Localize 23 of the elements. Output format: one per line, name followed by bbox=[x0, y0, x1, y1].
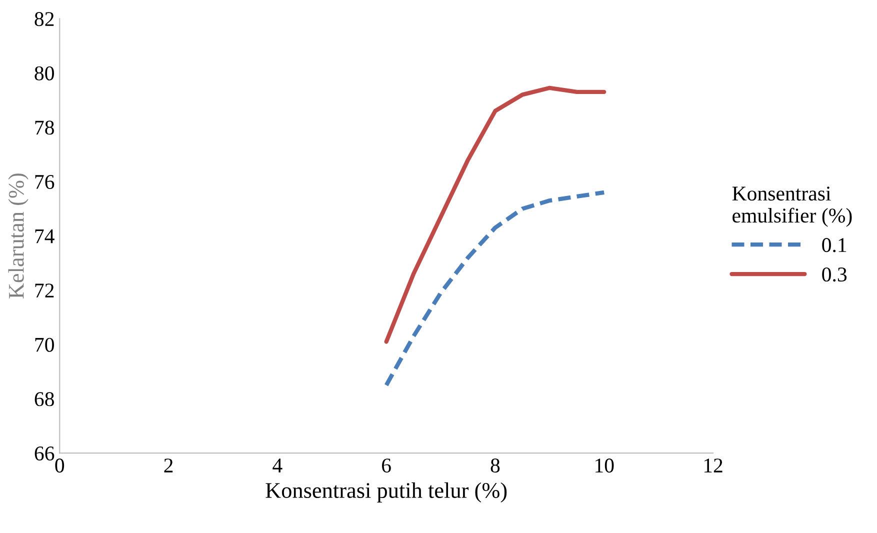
x-tick-label: 12 bbox=[704, 458, 722, 472]
line-series bbox=[384, 86, 606, 344]
y-tick-label: 74 bbox=[35, 229, 54, 244]
y-tick-label: 76 bbox=[35, 174, 54, 189]
y-axis-title: Kelarutan (%) bbox=[8, 174, 28, 298]
x-tick-label: 4 bbox=[272, 458, 282, 472]
x-tick-label: 2 bbox=[164, 458, 173, 472]
line-series bbox=[384, 190, 606, 388]
x-tick-label: 0 bbox=[55, 458, 64, 473]
y-tick-label: 70 bbox=[35, 338, 54, 352]
y-tick-label: 80 bbox=[34, 66, 54, 80]
y-tick-label: 82 bbox=[34, 12, 54, 26]
y-tick-label: 66 bbox=[34, 446, 54, 460]
y-tick-label: 78 bbox=[35, 120, 54, 135]
x-tick-label: 6 bbox=[382, 458, 391, 473]
y-tick-label: 72 bbox=[35, 284, 54, 298]
x-axis-title: Konsentrasi putih telur (%) bbox=[266, 482, 507, 503]
x-tick-label: 8 bbox=[490, 458, 500, 473]
y-tick-label: 68 bbox=[34, 392, 54, 406]
legend-title: Konsentrasi emulsifier (%) bbox=[732, 186, 852, 227]
legend-label: 0.3 bbox=[822, 267, 847, 282]
legend-label: 0.1 bbox=[822, 238, 846, 252]
x-tick-label: 10 bbox=[596, 458, 614, 473]
